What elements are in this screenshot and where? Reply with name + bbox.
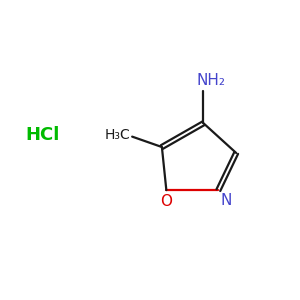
Text: NH₂: NH₂	[196, 73, 225, 88]
Text: N: N	[221, 193, 232, 208]
Text: O: O	[160, 194, 172, 209]
Text: H₃C: H₃C	[105, 128, 131, 142]
Text: HCl: HCl	[26, 126, 60, 144]
